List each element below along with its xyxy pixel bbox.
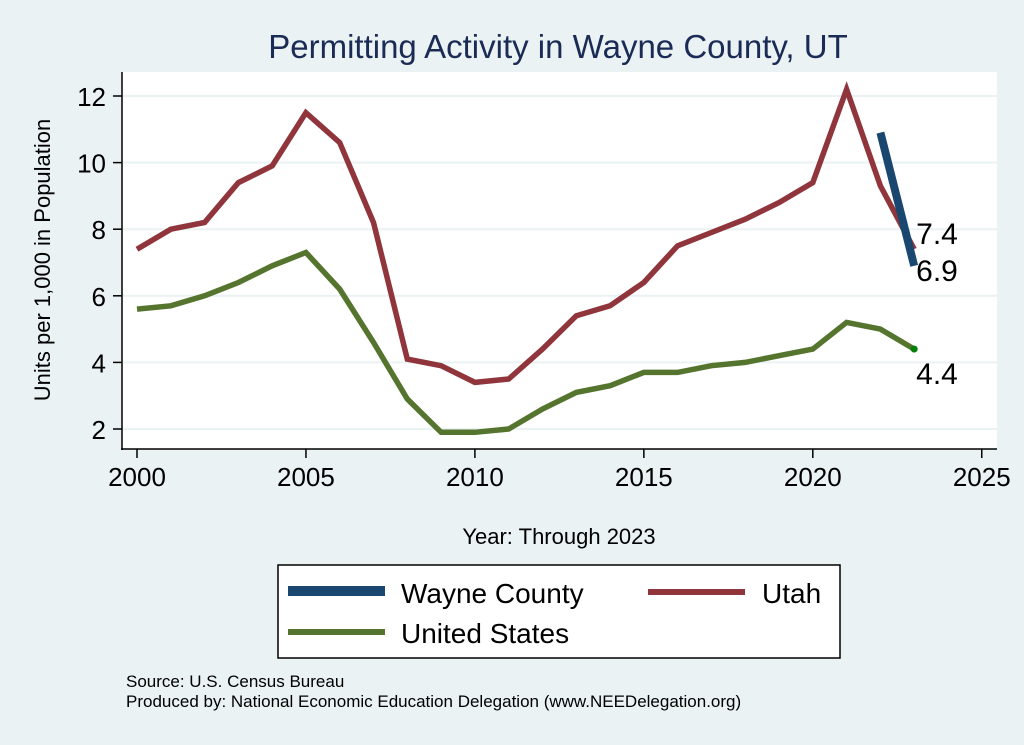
y-tick-label: 6 [92,282,106,312]
producer-note: Produced by: National Economic Education… [126,692,741,711]
y-tick-label: 12 [77,82,106,112]
y-tick-label: 4 [92,348,106,378]
legend-box [277,564,841,659]
end-label-utah: 7.4 [916,218,958,251]
y-tick-label: 8 [92,215,106,245]
y-tick-label: 10 [77,149,106,179]
x-tick-label: 2015 [615,462,673,492]
series-line-united-states [136,249,916,436]
y-axis-title: Units per 1,000 in Population [30,119,55,402]
x-tick-label: 2020 [784,462,842,492]
x-tick-label: 2000 [108,462,166,492]
series-layer [135,81,919,436]
x-tick-label: 2005 [277,462,335,492]
series-line-utah [135,81,917,386]
x-tick-label: 2025 [953,462,1011,492]
x-axis-ticks: 2000 2005 2010 2015 2020 2025 [108,449,1011,492]
series-line-wayne-county [876,131,919,267]
end-label-united-states: 4.4 [916,358,958,391]
y-axis-ticks: 2 4 6 8 10 12 [77,82,122,445]
plot-area [122,72,997,449]
y-tick-label: 2 [92,415,106,445]
legend-label-utah: Utah [762,578,821,609]
legend-label-wayne-county: Wayne County [401,578,584,609]
legend: Wayne County Utah United States [277,564,841,659]
legend-label-united-states: United States [401,618,569,649]
x-axis-title: Year: Through 2023 [462,524,655,549]
endpoint-marker-united-states [910,345,918,353]
end-label-wayne-county: 6.9 [916,255,958,288]
end-labels: 6.9 7.4 4.4 [916,218,958,391]
x-tick-label: 2010 [446,462,504,492]
chart-title: Permitting Activity in Wayne County, UT [268,28,848,65]
source-note: Source: U.S. Census Bureau [126,672,344,691]
